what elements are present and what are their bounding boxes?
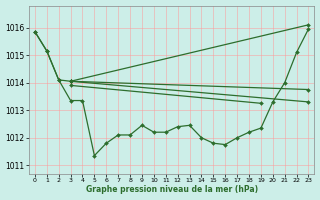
X-axis label: Graphe pression niveau de la mer (hPa): Graphe pression niveau de la mer (hPa) bbox=[86, 185, 258, 194]
